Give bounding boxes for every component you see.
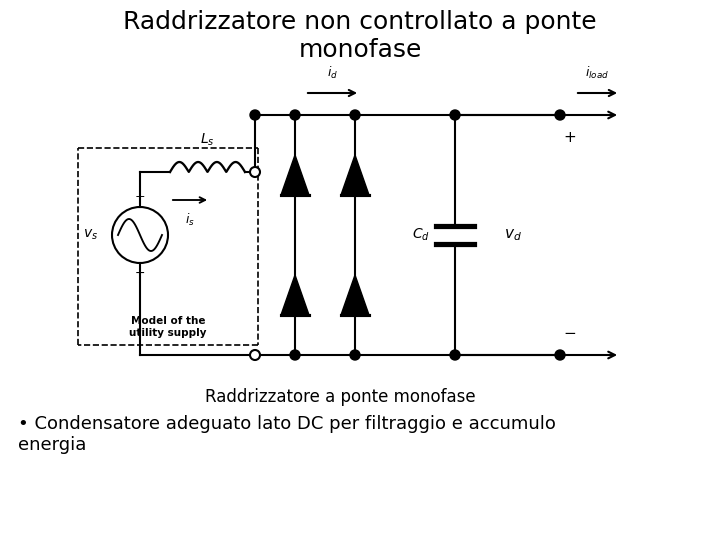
Circle shape (250, 110, 260, 120)
Circle shape (450, 110, 460, 120)
Text: Raddrizzatore non controllato a ponte
monofase: Raddrizzatore non controllato a ponte mo… (123, 10, 597, 62)
Text: $L_s$: $L_s$ (200, 132, 215, 148)
Circle shape (250, 167, 260, 177)
Text: +: + (564, 130, 577, 145)
Polygon shape (341, 275, 369, 315)
Text: $C_d$: $C_d$ (412, 227, 430, 243)
Circle shape (450, 350, 460, 360)
Text: $v_s$: $v_s$ (83, 228, 98, 242)
Text: $v_d$: $v_d$ (504, 227, 522, 243)
Circle shape (555, 110, 565, 120)
Text: $i_d$: $i_d$ (328, 65, 338, 81)
Text: −: − (135, 267, 145, 280)
Text: Model of the
utility supply: Model of the utility supply (130, 316, 207, 338)
Text: −: − (564, 326, 577, 341)
Text: +: + (135, 191, 145, 204)
Text: • Condensatore adeguato lato DC per filtraggio e accumulo
energia: • Condensatore adeguato lato DC per filt… (18, 415, 556, 454)
Circle shape (250, 350, 260, 360)
Circle shape (290, 110, 300, 120)
Polygon shape (341, 155, 369, 195)
Polygon shape (281, 275, 309, 315)
Circle shape (350, 350, 360, 360)
Polygon shape (281, 155, 309, 195)
Circle shape (290, 350, 300, 360)
Text: $i_{load}$: $i_{load}$ (585, 65, 609, 81)
Text: $i_s$: $i_s$ (185, 212, 195, 228)
Text: Raddrizzatore a ponte monofase: Raddrizzatore a ponte monofase (204, 388, 475, 406)
Circle shape (555, 350, 565, 360)
Circle shape (350, 110, 360, 120)
